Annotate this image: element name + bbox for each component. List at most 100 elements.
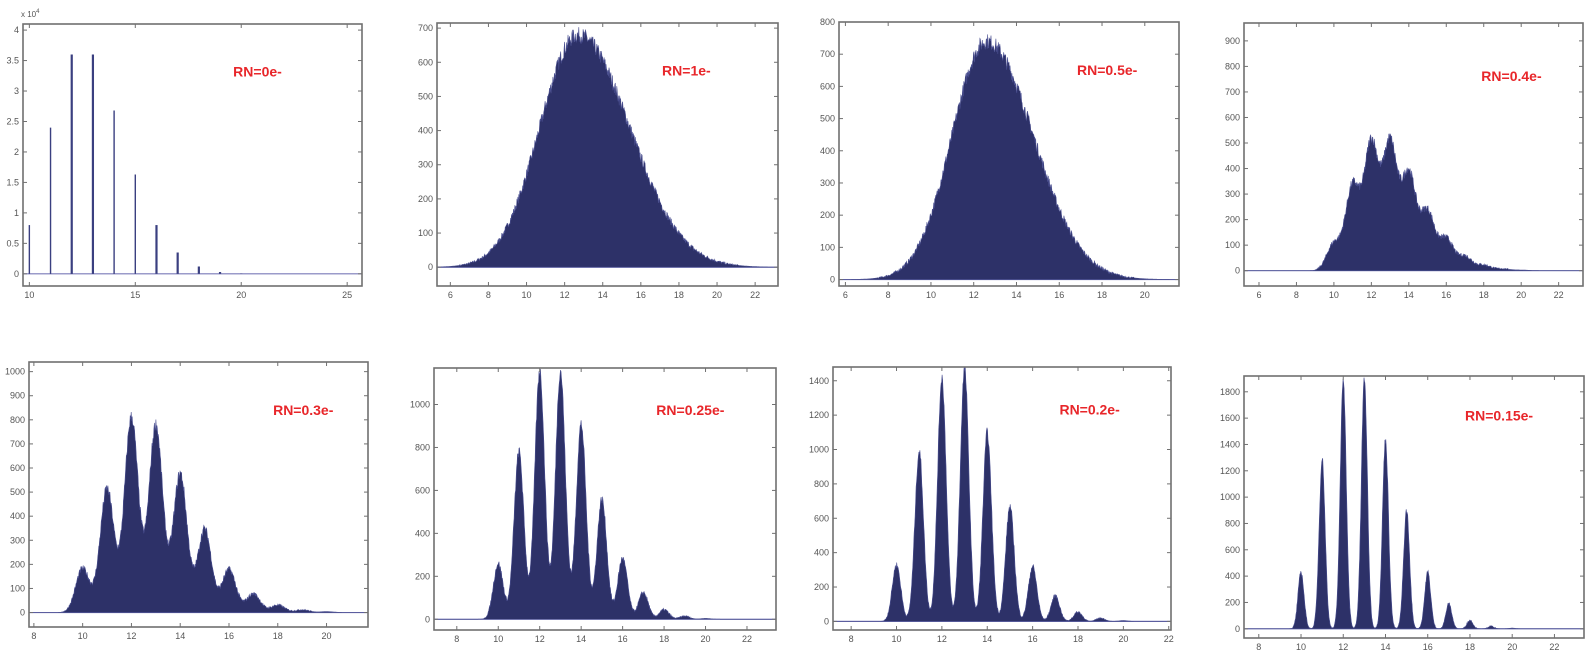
x-tick-label: 8 [454,634,459,644]
x-tick-label: 22 [1164,634,1174,644]
x-tick-label: 8 [1256,642,1261,652]
y-tick-label: 800 [1225,518,1240,528]
y-tick-label: 200 [820,210,835,220]
x-tick-label: 16 [636,290,646,300]
axes-frame [433,367,777,631]
y-tick-label: 600 [814,513,829,523]
x-tick-label: 25 [342,290,352,300]
y-tick-label: 300 [418,160,433,170]
y-tick-label: 1000 [809,445,829,455]
y-tick-label: 600 [415,485,430,495]
y-tick-label: 1000 [5,367,25,377]
histogram-panel-p2: 6 8 10 12 14 16 18 20 22 0 100 200 300 400 500 600 700 RN… [418,22,779,300]
x-tick-label: 8 [486,290,491,300]
x-tick-label: 22 [1549,642,1559,652]
y-tick-label: 0 [1235,624,1240,634]
y-tick-label: 500 [1225,138,1240,148]
histogram-panel-p5: 8 10 12 14 16 18 20010020030040050060070080090… [5,361,369,641]
y-tick-label: 700 [1225,87,1240,97]
y-tick-label: 1200 [1220,466,1240,476]
read-noise-annotation: RN=0.15e- [1465,408,1533,424]
read-noise-annotation: RN=0e- [233,63,282,79]
y-tick-label: 100 [1225,240,1240,250]
read-noise-annotation: RN=0.25e- [656,402,724,418]
x-tick-label: 6 [1256,290,1261,300]
y-tick-label: 800 [814,479,829,489]
histogram-fill [833,367,1171,622]
y-tick-label: 0 [20,608,25,618]
y-tick-label: 0 [425,614,430,624]
x-tick-label: 20 [1118,634,1128,644]
y-tick-label: 100 [10,583,25,593]
y-tick-label: 0 [14,269,19,279]
y-tick-label: 0.5 [6,238,19,248]
x-tick-label: 12 [560,290,570,300]
x-tick-label: 16 [1441,290,1451,300]
histogram-panel-p8: 8 10 12 14 16 18 20 22 0 200 400 600 800 1000 1200 1400… [1220,375,1585,652]
histogram-panel-p7: 8 10 12 14 16 18 20 22 0 200 400 600 800 1000 1200 1400… [809,366,1174,644]
axes-frame [28,361,369,628]
y-tick-label: 500 [418,91,433,101]
x-tick-label: 20 [701,634,711,644]
y-tick-label: 400 [820,146,835,156]
x-tick-label: 15 [130,290,140,300]
plot-area [833,367,1171,623]
plot-area [839,34,1179,281]
x-tick-label: 22 [1554,290,1564,300]
y-tick-label: 200 [1225,215,1240,225]
histogram-panel-p4: 6 8 10 12 14 16 18 20 22 0 100 200 300 400 500 600 700 80… [1225,22,1584,300]
x-tick-label: 18 [659,634,669,644]
y-tick-label: 300 [820,178,835,188]
y-tick-label: 800 [415,442,430,452]
y-tick-label: 700 [10,439,25,449]
y-tick-label: 900 [10,391,25,401]
y-tick-label: 400 [1225,164,1240,174]
x-tick-label: 10 [493,634,503,644]
y-tick-label: 2.5 [6,116,19,126]
histogram-panel-p1: 10 15 20 25 0 0.5 1 1.5 2 2.5 3 3.5 4x 104 RN=0e- [6,9,363,300]
y-tick-label: 100 [418,228,433,238]
histogram-fill [434,368,776,620]
y-tick-label: 700 [418,23,433,33]
x-tick-label: 18 [1479,290,1489,300]
y-tick-label: 700 [820,49,835,59]
read-noise-annotation: RN=0.5e- [1077,62,1138,78]
x-tick-label: 6 [843,290,848,300]
y-tick-label: 400 [814,548,829,558]
x-tick-label: 20 [1516,290,1526,300]
x-tick-label: 6 [448,290,453,300]
y-tick-label: 400 [415,528,430,538]
y-tick-label: 3 [14,86,19,96]
plot-area [437,27,778,268]
y-tick-label: 400 [10,511,25,521]
histogram-fill [437,27,778,268]
y-tick-label: 200 [415,571,430,581]
x-tick-label: 20 [236,290,246,300]
y-tick-label: 900 [1225,36,1240,46]
x-tick-label: 12 [969,290,979,300]
plot-area [29,411,368,614]
plot-area [1244,133,1583,272]
x-tick-label: 14 [175,631,185,641]
x-tick-label: 10 [78,631,88,641]
y-tick-label: 800 [10,415,25,425]
y-tick-label: 4 [14,25,19,35]
x-tick-label: 20 [322,631,332,641]
plot-area [23,54,362,275]
y-tick-label: 1.5 [6,177,19,187]
histogram-fill [29,411,368,613]
y-tick-label: 600 [1225,112,1240,122]
x-tick-label: 18 [1097,290,1107,300]
y-tick-label: 600 [418,57,433,67]
x-tick-label: 10 [926,290,936,300]
y-tick-label: 500 [10,487,25,497]
x-tick-label: 10 [1296,642,1306,652]
x-tick-label: 14 [598,290,608,300]
y-tick-label: 1000 [1220,492,1240,502]
axes-frame [22,23,363,287]
y-tick-label: 300 [10,535,25,545]
x-tick-label: 8 [849,634,854,644]
histogram-fill [1244,133,1583,271]
y-tick-label: 100 [820,242,835,252]
